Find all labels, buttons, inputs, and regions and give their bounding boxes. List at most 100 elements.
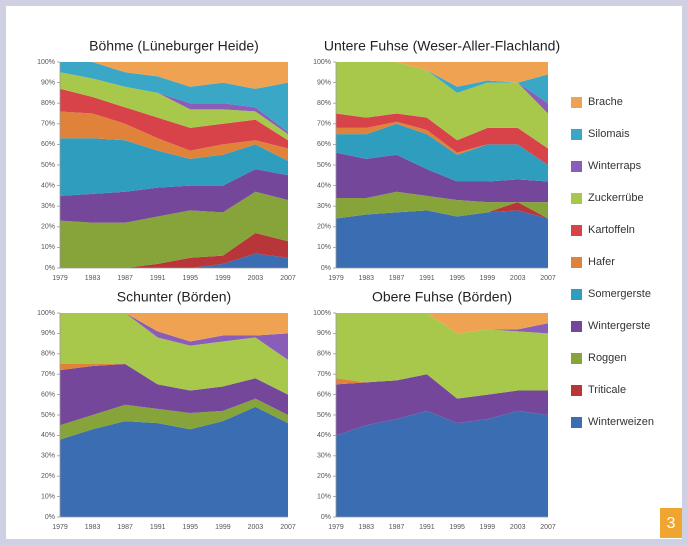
- area: [60, 62, 288, 133]
- legend-swatch: [571, 193, 582, 204]
- y-tick-label: 70%: [41, 121, 55, 128]
- area: [60, 313, 288, 342]
- legend-swatch: [571, 161, 582, 172]
- x-tick-label: 1991: [150, 524, 166, 531]
- x-tick-label: 1999: [215, 275, 231, 282]
- x-tick-label: 1987: [389, 275, 405, 282]
- x-tick-label: 1991: [419, 275, 435, 282]
- x-tick-label: 1987: [389, 524, 405, 531]
- x-tick-label: 1983: [358, 524, 374, 531]
- area: [60, 406, 288, 517]
- legend-label: Hafer: [588, 256, 615, 268]
- y-tick-label: 80%: [41, 100, 55, 107]
- x-tick-label: 1979: [328, 524, 344, 531]
- legend-label: Winterraps: [588, 160, 642, 172]
- y-tick-label: 40%: [317, 432, 331, 439]
- legend-label: Zuckerrübe: [588, 192, 644, 204]
- y-tick-label: 70%: [41, 371, 55, 378]
- y-tick-label: 90%: [41, 79, 55, 86]
- legend-swatch: [571, 353, 582, 364]
- x-tick-label: 1995: [449, 524, 465, 531]
- x-tick-label: 1979: [328, 275, 344, 282]
- y-tick-label: 80%: [317, 100, 331, 107]
- y-tick-label: 60%: [41, 391, 55, 398]
- x-tick-label: 1991: [419, 524, 435, 531]
- x-tick-label: 2007: [280, 275, 296, 282]
- x-tick-label: 2003: [510, 275, 526, 282]
- x-tick-label: 1983: [85, 524, 101, 531]
- x-tick-label: 1983: [358, 275, 374, 282]
- legend-swatch: [571, 321, 582, 332]
- y-tick-label: 40%: [41, 182, 55, 189]
- y-tick-label: 50%: [317, 412, 331, 419]
- area: [60, 364, 288, 395]
- x-tick-label: 2007: [280, 524, 296, 531]
- legend-label: Kartoffeln: [588, 224, 635, 236]
- area: [60, 72, 288, 141]
- badge: 3: [667, 515, 676, 532]
- area: [60, 364, 288, 426]
- y-tick-label: 10%: [41, 244, 55, 251]
- chart-title: Obere Fuhse (Börden): [372, 289, 512, 305]
- x-tick-label: 1979: [52, 524, 68, 531]
- chart-title: Schunter (Börden): [117, 289, 231, 305]
- area: [60, 191, 288, 268]
- y-tick-label: 50%: [41, 412, 55, 419]
- legend-swatch: [571, 257, 582, 268]
- y-tick-label: 80%: [317, 351, 331, 358]
- x-tick-label: 1983: [85, 275, 101, 282]
- x-tick-label: 1995: [449, 275, 465, 282]
- legend-swatch: [571, 225, 582, 236]
- x-tick-label: 1999: [480, 524, 496, 531]
- area: [336, 123, 548, 182]
- y-tick-label: 30%: [317, 203, 331, 210]
- legend-label: Roggen: [588, 352, 627, 364]
- y-tick-label: 20%: [317, 473, 331, 480]
- badge-box: [660, 508, 682, 538]
- area: [336, 62, 548, 104]
- area: [60, 111, 288, 161]
- y-tick-label: 0%: [45, 514, 55, 521]
- area: [336, 62, 548, 87]
- area: [60, 313, 288, 395]
- legend-label: Silomais: [588, 128, 630, 140]
- area: [336, 313, 548, 399]
- y-tick-label: 100%: [37, 59, 55, 66]
- x-tick-label: 1991: [150, 275, 166, 282]
- legend-swatch: [571, 417, 582, 428]
- x-tick-label: 1987: [117, 524, 133, 531]
- y-tick-label: 40%: [317, 182, 331, 189]
- area: [336, 313, 548, 334]
- x-tick-label: 2003: [248, 275, 264, 282]
- y-tick-label: 0%: [45, 265, 55, 272]
- area: [60, 398, 288, 440]
- legend-swatch: [571, 129, 582, 140]
- x-tick-label: 1987: [117, 275, 133, 282]
- chart-title: Böhme (Lüneburger Heide): [89, 38, 259, 54]
- area: [336, 152, 548, 203]
- area: [336, 191, 548, 219]
- y-tick-label: 0%: [321, 514, 331, 521]
- y-tick-label: 100%: [313, 310, 331, 317]
- x-tick-label: 1999: [480, 275, 496, 282]
- area: [336, 121, 548, 165]
- y-tick-label: 100%: [313, 59, 331, 66]
- x-tick-label: 2007: [540, 524, 556, 531]
- legend-label: Wintergerste: [588, 320, 650, 332]
- y-tick-label: 40%: [41, 432, 55, 439]
- x-tick-label: 2003: [510, 524, 526, 531]
- y-tick-label: 10%: [317, 244, 331, 251]
- y-tick-label: 70%: [317, 371, 331, 378]
- y-tick-label: 90%: [317, 330, 331, 337]
- area: [336, 202, 548, 219]
- legend-label: Winterweizen: [588, 416, 654, 428]
- x-tick-label: 1979: [52, 275, 68, 282]
- y-tick-label: 50%: [317, 162, 331, 169]
- legend-label: Somergerste: [588, 288, 651, 300]
- y-tick-label: 30%: [41, 203, 55, 210]
- area: [336, 410, 548, 517]
- y-tick-label: 60%: [317, 141, 331, 148]
- y-tick-label: 20%: [41, 473, 55, 480]
- area: [60, 253, 288, 268]
